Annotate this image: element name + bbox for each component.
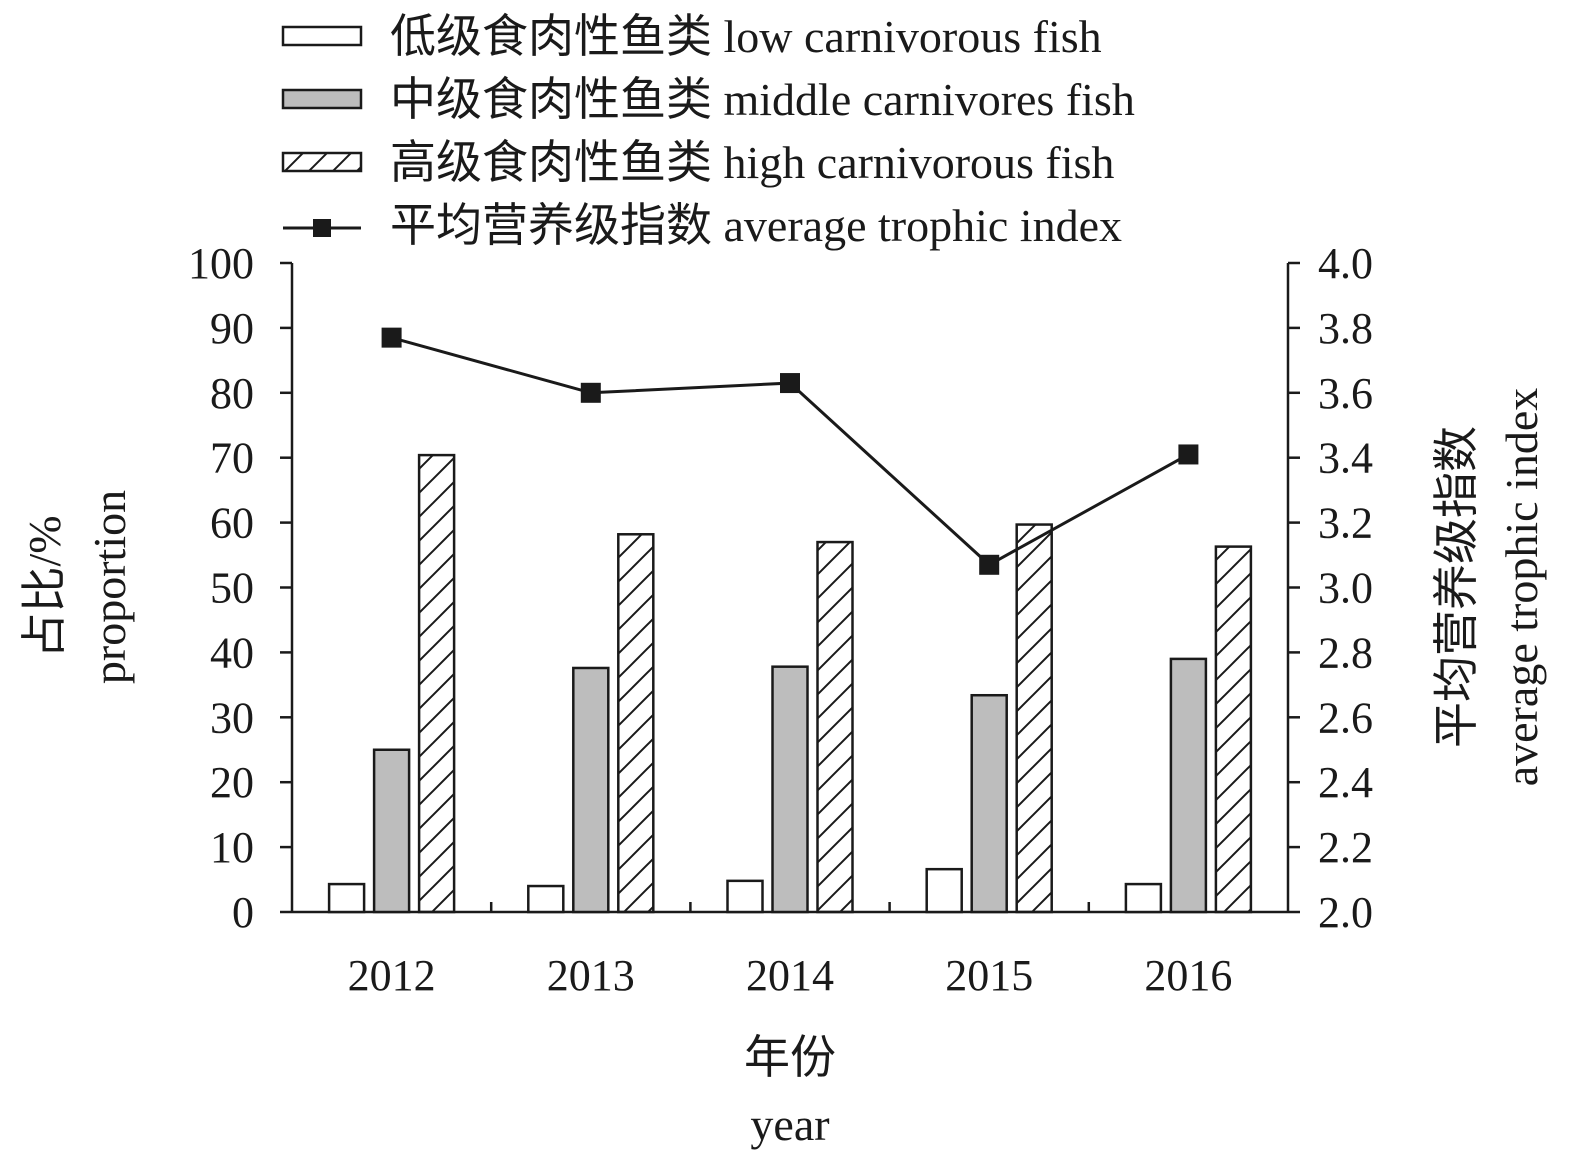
right-tick-label: 3.0 — [1318, 564, 1373, 613]
x-tick-label: 2013 — [547, 951, 635, 1000]
left-axis-title-cn: 占比/% — [19, 515, 70, 658]
x-tick-label: 2014 — [746, 951, 834, 1000]
bar-gray-2016 — [1169, 657, 1208, 914]
bar-white-2015 — [925, 867, 963, 914]
legend-label-high: 高级食肉性鱼类 high carnivorous fish — [390, 137, 1114, 188]
right-tick-label: 2.4 — [1318, 758, 1373, 807]
left-tick-label: 0 — [232, 888, 254, 937]
x-axis-title-cn: 年份 — [744, 1032, 836, 1083]
trophic-point-2015 — [979, 554, 1000, 575]
trophic-point-2016 — [1178, 444, 1199, 465]
bar-white-2012 — [327, 882, 366, 914]
legend-marker-trophic — [313, 219, 331, 237]
bar-white-2016 — [1124, 882, 1163, 914]
left-tick-label: 80 — [210, 369, 254, 418]
left-tick-label: 100 — [188, 239, 254, 288]
right-tick-label: 3.4 — [1318, 434, 1373, 483]
x-axis-title-en: year — [750, 1099, 829, 1150]
right-tick-label: 2.6 — [1318, 693, 1373, 742]
legend-swatch-middle — [281, 88, 363, 110]
legend-label-middle: 中级食肉性鱼类 middle carnivores fish — [390, 74, 1135, 125]
trophic-line — [391, 336, 1190, 567]
left-axis-title-en: proportion — [84, 490, 135, 684]
left-tick-label: 30 — [210, 693, 254, 742]
trophic-point-2013 — [580, 382, 601, 403]
trophic-point-2012 — [381, 327, 402, 348]
right-tick-label: 3.2 — [1318, 499, 1373, 548]
bar-hatched-2012 — [417, 453, 456, 914]
left-tick-label: 60 — [210, 499, 254, 548]
left-tick-label: 90 — [210, 304, 254, 353]
bar-hatched-2015 — [1015, 523, 1053, 914]
bar-hatched-2013 — [617, 533, 655, 914]
x-tick-label: 2012 — [348, 951, 436, 1000]
right-axis-title-en: average trophic index — [1496, 388, 1547, 786]
legend-swatch-low — [281, 25, 363, 47]
x-tick-label: 2016 — [1144, 951, 1232, 1000]
bar-gray-2014 — [771, 665, 809, 914]
left-tick-label: 50 — [210, 564, 254, 613]
right-tick-label: 3.8 — [1318, 304, 1373, 353]
left-tick-label: 20 — [210, 758, 254, 807]
bar-gray-2013 — [572, 666, 610, 914]
left-tick-label: 70 — [210, 434, 254, 483]
bar-gray-2012 — [372, 748, 411, 914]
left-axis-ticks: 0 10 20 30 40 50 60 70 80 90 100 — [188, 239, 292, 937]
right-axis-title-cn: 平均营养级指数 — [1431, 426, 1482, 748]
legend-label-low: 低级食肉性鱼类 low carnivorous fish — [390, 11, 1102, 62]
x-axis-ticks: 2012 2013 2014 2015 2016 — [348, 902, 1232, 1000]
right-tick-label: 2.0 — [1318, 888, 1373, 937]
right-axis-ticks: 2.0 2.2 2.4 2.6 2.8 3.0 3.2 3.4 3.6 3.8 4.0 — [1288, 239, 1373, 937]
legend-label-trophic: 平均营养级指数 average trophic index — [390, 200, 1122, 251]
bar-hatched-2016 — [1214, 545, 1253, 914]
bars — [327, 453, 1253, 914]
right-tick-label: 2.8 — [1318, 628, 1373, 677]
legend-swatch-high — [281, 151, 363, 173]
left-tick-label: 40 — [210, 628, 254, 677]
legend: 低级食肉性鱼类 low carnivorous fish 中级食肉性鱼类 mid… — [281, 11, 1135, 251]
trophic-line-series — [381, 327, 1199, 575]
bar-white-2014 — [726, 879, 764, 914]
right-tick-label: 2.2 — [1318, 823, 1373, 872]
bar-gray-2015 — [970, 693, 1008, 914]
left-tick-label: 10 — [210, 823, 254, 872]
bar-hatched-2014 — [816, 540, 854, 914]
right-tick-label: 4.0 — [1318, 239, 1373, 288]
x-tick-label: 2015 — [945, 951, 1033, 1000]
right-tick-label: 3.6 — [1318, 369, 1373, 418]
bar-white-2013 — [527, 884, 565, 914]
trophic-point-2014 — [780, 373, 800, 394]
